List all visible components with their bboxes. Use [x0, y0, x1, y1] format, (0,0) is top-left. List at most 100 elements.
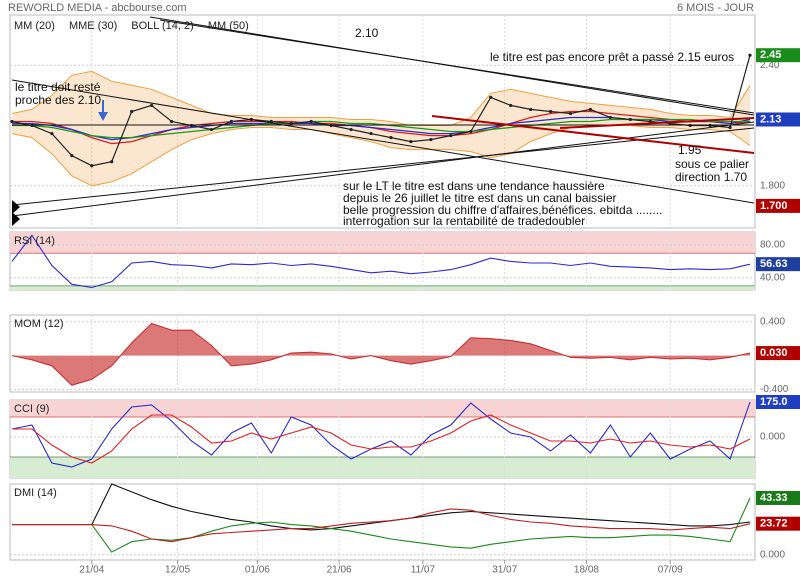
panels: [9, 14, 756, 561]
value-tag-label: 43.33: [760, 492, 788, 504]
y-tick-label: 0.400: [760, 316, 785, 327]
price-point: [708, 123, 712, 128]
marker: [12, 200, 20, 226]
y-tick-label: 40.00: [760, 272, 785, 283]
price-point: [648, 119, 652, 124]
value-tag: [756, 346, 800, 361]
value-tag: [756, 112, 800, 127]
annotation: 1.95: [678, 143, 702, 157]
price-line: [11, 55, 751, 167]
price-point: [608, 115, 612, 120]
indicator-line: [12, 508, 751, 543]
annotation: proche des 2.10: [15, 93, 101, 107]
price-point: [189, 123, 194, 128]
oversold-zone: [10, 285, 755, 290]
value-tag: [756, 198, 800, 213]
x-tick-label: 31/07: [492, 565, 517, 576]
price-point: [30, 123, 34, 128]
price-point: [90, 164, 94, 168]
value-tag: [756, 48, 800, 63]
price-point: [489, 95, 493, 99]
x-tick-label: 01/06: [245, 565, 270, 576]
indicator-line: [12, 414, 751, 464]
trend-line: [11, 79, 755, 204]
panel-title: MOM (12): [14, 318, 64, 330]
legend-entry: MM (50): [208, 20, 249, 32]
x-tick-label: 21/06: [327, 565, 352, 576]
annotation: interrogation sur la rentabilité de trad…: [343, 214, 585, 228]
overbought-zone: [10, 400, 755, 417]
price-point: [50, 131, 54, 136]
y-tick-label: 80.00: [760, 240, 785, 251]
annotation: 2.10: [355, 26, 379, 40]
resistance-line: [431, 115, 755, 154]
resistance-line: [559, 117, 755, 129]
price-point: [469, 129, 473, 134]
indicator-line: [11, 322, 751, 386]
x-tick-label: 11/07: [411, 565, 436, 576]
price-point: [528, 107, 533, 112]
annotation: sous ce palier: [675, 157, 749, 171]
legend-entry: MME (30): [69, 20, 117, 32]
moving-average: [12, 110, 751, 145]
price-point: [748, 53, 752, 57]
price-point: [509, 103, 513, 108]
x-tick-label: 07/09: [658, 565, 683, 576]
price-point: [369, 131, 373, 136]
indicator-line: [12, 497, 751, 553]
indicator-line: [12, 483, 751, 531]
price-point: [229, 119, 234, 124]
price-point: [130, 109, 134, 114]
price-point: [449, 133, 453, 138]
price-point: [688, 123, 692, 128]
price-point: [309, 119, 313, 124]
panel-title: DMI (14): [14, 487, 57, 499]
bollinger-upper: [11, 70, 751, 126]
value-tag: [756, 490, 800, 505]
price-point: [329, 123, 333, 128]
value-tag-label: 2.45: [760, 49, 781, 61]
price-point: [568, 111, 573, 116]
y-tick-label: 2.40: [760, 60, 780, 71]
panel-frame: [9, 314, 756, 393]
annotation: le titre doit resté: [15, 80, 101, 94]
value-tag-label: 23.72: [760, 518, 788, 530]
indicator-line: [11, 401, 751, 468]
y-tick-label: 0.000: [760, 549, 785, 560]
price-point: [269, 119, 273, 124]
price-point: [628, 117, 632, 122]
value-tag-label: 175.0: [760, 396, 788, 408]
value-tag-label: 0.030: [760, 347, 788, 359]
oversold-zone: [10, 457, 755, 478]
value-tag: [756, 516, 800, 531]
legend-entry: BOLL (14, 2): [131, 20, 194, 32]
arrow: [98, 112, 108, 121]
annotation: depuis le 26 juillet le titre est dans u…: [343, 191, 617, 205]
price-point: [728, 125, 732, 130]
momentum-area: [12, 323, 750, 386]
price-point: [429, 137, 433, 142]
value-tag-label: 56.63: [760, 258, 788, 270]
annotation: belle progression du chiffre d'affaires,…: [343, 203, 662, 217]
price-point: [10, 119, 14, 124]
annotation: direction 1.70: [675, 170, 747, 184]
price-point: [548, 109, 553, 114]
price-point: [389, 135, 393, 140]
price-point: [150, 103, 154, 108]
annotation: sur le LT le titre est dans une tendance…: [343, 179, 605, 193]
price-point: [409, 139, 413, 144]
marks: [10, 53, 752, 553]
value-tag-label: 1.700: [760, 200, 788, 212]
panel-title: RSI (14): [14, 235, 55, 247]
price-point: [110, 160, 114, 164]
header-left: REWORLD MEDIA - abcbourse.com: [8, 2, 187, 14]
price-point: [349, 127, 353, 132]
price-point: [289, 121, 293, 126]
indicator-line: [11, 234, 751, 289]
legend-entry: MM (20): [14, 20, 55, 32]
y-tick-label: 1.800: [760, 180, 785, 191]
price-point: [209, 127, 214, 132]
x-tick-label: 18/08: [574, 565, 599, 576]
trend-lines: [11, 16, 755, 226]
